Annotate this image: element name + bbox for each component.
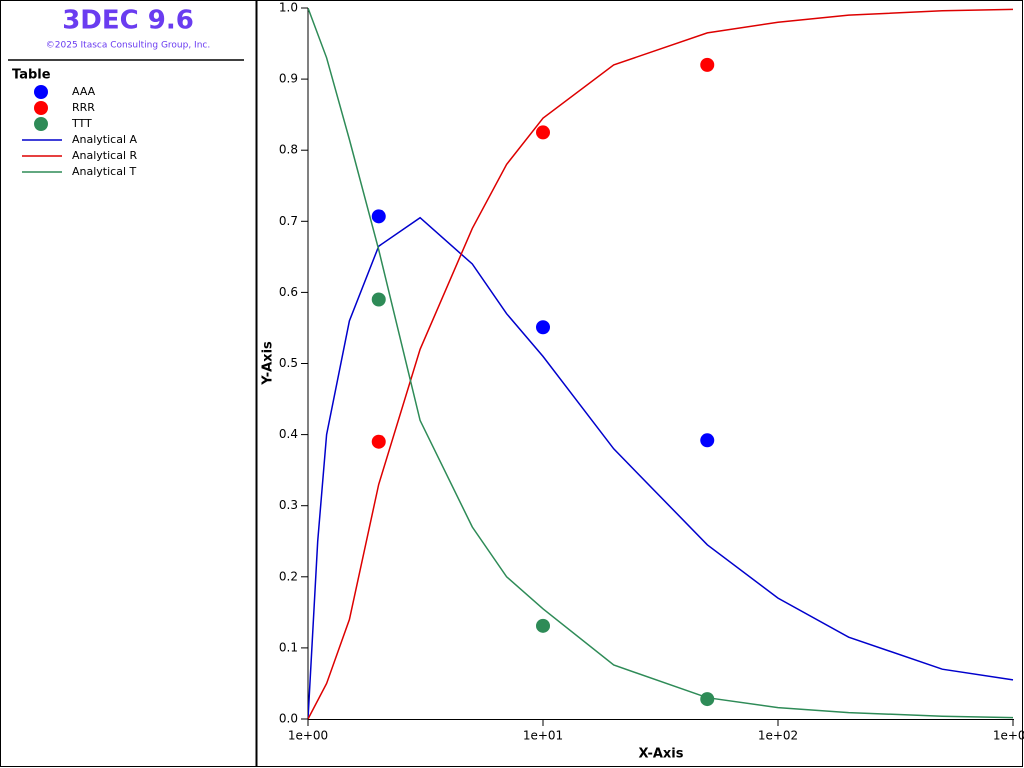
analytical-line	[308, 216, 1014, 720]
x-axis-label: X-Axis	[639, 747, 684, 762]
data-point	[371, 209, 386, 224]
legend-label: Analytical R	[72, 149, 138, 162]
legend-label: TTT	[71, 117, 92, 130]
data-point	[371, 292, 386, 307]
data-point	[371, 434, 386, 449]
y-tick-label: 0.2	[279, 569, 298, 583]
data-point	[536, 618, 550, 633]
data-point	[536, 125, 550, 140]
legend-label: Analytical T	[72, 165, 137, 178]
legend-label: Analytical A	[72, 133, 138, 146]
legend-marker	[34, 85, 48, 99]
copyright: ©2025 Itasca Consulting Group, Inc.	[46, 41, 210, 51]
legend-label: RRR	[72, 101, 95, 114]
data-point	[700, 692, 715, 707]
y-tick-label: 0.9	[279, 72, 298, 86]
y-tick-label: 0.8	[279, 143, 298, 157]
legend-label: AAA	[72, 85, 96, 98]
y-tick-label: 0.0	[279, 712, 298, 726]
data-point	[700, 433, 715, 448]
legend-marker	[34, 101, 48, 115]
x-tick-label: 1e+03	[993, 729, 1024, 743]
analytical-line	[308, 8, 1014, 719]
y-tick-label: 0.7	[279, 214, 298, 228]
y-tick-label: 0.3	[279, 498, 298, 512]
legend-title: Table	[12, 68, 51, 83]
data-point	[536, 320, 550, 335]
y-tick-label: 0.1	[279, 640, 298, 654]
data-point	[700, 57, 715, 72]
legend-marker	[34, 117, 48, 131]
y-axis-label: Y-Axis	[261, 341, 276, 386]
y-tick-label: 0.5	[279, 356, 298, 370]
y-tick-label: 0.6	[279, 285, 298, 299]
x-tick-label: 1e+01	[523, 729, 563, 743]
y-tick-label: 0.4	[279, 427, 298, 441]
analytical-line	[308, 8, 1014, 720]
x-tick-label: 1e+02	[758, 729, 798, 743]
y-tick-label: 1.0	[279, 1, 298, 15]
app-title: 3DEC 9.6	[62, 6, 194, 36]
x-tick-label: 1e+00	[288, 729, 328, 743]
